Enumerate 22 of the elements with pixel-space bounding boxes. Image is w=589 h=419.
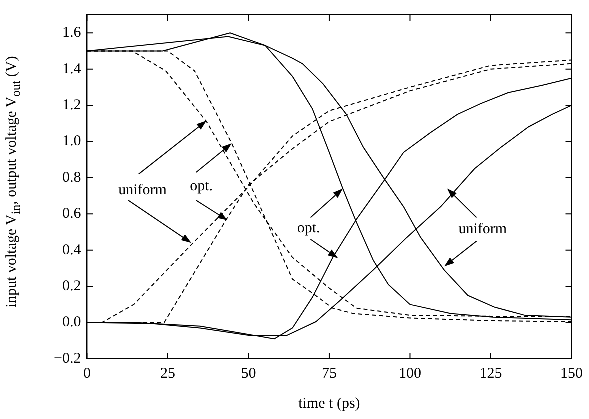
x-tick-label: 100	[398, 366, 422, 382]
annotation: opt.	[297, 220, 320, 238]
annotation: uniform	[118, 182, 167, 200]
y-tick-label: 0.4	[62, 242, 82, 258]
y-tick-label: 1.4	[62, 61, 82, 78]
y-tick-label: 0.0	[62, 314, 82, 331]
x-tick-label: 0	[83, 366, 91, 382]
x-tick-label: 125	[480, 366, 502, 382]
annotation: uniform	[458, 222, 508, 239]
x-tick-label: 25	[160, 366, 176, 382]
y-tick-label: 1.6	[62, 25, 82, 42]
y-tick-label: 0.6	[62, 206, 82, 222]
x-tick-label: 150	[560, 366, 583, 382]
x-axis-title: time t (ps)	[298, 396, 360, 413]
x-tick-label: 50	[241, 366, 256, 382]
y-tick-label: −0.2	[54, 350, 82, 367]
annotation: opt.	[190, 178, 214, 196]
y-tick-label: 1.2	[62, 97, 82, 114]
x-tick-label: 75	[322, 366, 337, 382]
y-tick-label: 0.8	[62, 170, 82, 186]
y-tick-label: 1.0	[62, 134, 82, 150]
y-tick-label: 0.2	[62, 278, 82, 295]
